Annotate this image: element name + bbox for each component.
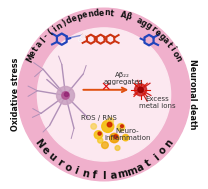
Text: u: u [46,151,58,163]
Text: Excess
metal ions: Excess metal ions [139,95,176,108]
Text: t: t [144,157,153,168]
Text: -: - [42,32,51,41]
Text: i: i [167,46,176,53]
Text: g: g [156,31,166,42]
Circle shape [57,86,74,105]
Text: e: e [81,10,88,20]
Circle shape [98,138,103,143]
Text: n: n [104,8,110,18]
Text: n: n [163,138,175,149]
Text: i: i [73,166,80,177]
Text: o: o [170,49,180,58]
Text: β: β [125,12,132,22]
Circle shape [102,142,108,149]
Text: n: n [87,9,94,19]
Circle shape [110,133,119,143]
Text: e: e [152,28,162,38]
Circle shape [108,118,114,124]
Text: M: M [25,53,36,64]
Circle shape [18,8,190,181]
Circle shape [79,38,82,41]
Text: m: m [125,165,138,178]
Text: g: g [144,21,153,31]
Text: A: A [119,10,127,20]
Circle shape [82,35,84,38]
Circle shape [115,146,120,150]
Text: Aβ₂₂
aggregates: Aβ₂₂ aggregates [103,72,142,85]
Text: r: r [149,24,157,34]
Text: a: a [34,40,45,50]
Circle shape [37,28,171,161]
Text: d: d [65,15,74,26]
Text: i: i [51,25,59,34]
Text: a: a [160,36,170,45]
Text: e: e [39,145,51,157]
Text: e: e [28,49,38,58]
Text: (: ( [47,28,55,37]
Text: o: o [157,145,169,157]
Text: Neuronal death: Neuronal death [188,59,197,130]
Text: l: l [39,36,47,44]
Text: e: e [70,13,78,24]
Text: t: t [164,40,173,49]
Text: d: d [93,9,99,18]
Text: a: a [109,170,117,181]
Text: n: n [81,168,90,180]
Text: Oxidative stress: Oxidative stress [11,58,20,131]
Circle shape [91,124,97,129]
Circle shape [117,124,125,131]
Circle shape [138,87,143,92]
Text: t: t [110,9,115,18]
Text: a: a [135,15,143,26]
Text: i: i [152,152,161,162]
Circle shape [122,134,129,141]
Circle shape [107,122,112,127]
Circle shape [135,84,147,96]
Text: g: g [139,18,148,29]
Text: a: a [135,162,146,174]
Text: ✕: ✕ [101,81,111,94]
Text: ): ) [61,18,68,28]
Circle shape [102,120,114,132]
Text: Neuro-
inflammation: Neuro- inflammation [104,128,151,141]
Circle shape [64,92,69,97]
Text: ROS / RNS: ROS / RNS [82,115,117,121]
Text: o: o [62,162,73,174]
Text: f: f [92,170,97,181]
Text: t: t [31,45,41,53]
Text: p: p [76,12,83,22]
Circle shape [121,125,123,128]
Circle shape [81,35,85,39]
Circle shape [79,38,82,41]
Text: N: N [32,137,45,150]
Circle shape [62,92,69,99]
Circle shape [114,135,118,138]
Text: e: e [98,8,104,18]
Circle shape [94,131,103,139]
Text: n: n [172,54,183,63]
Text: n: n [55,21,64,31]
Text: r: r [54,157,64,168]
Text: m: m [116,168,129,180]
Circle shape [98,132,101,135]
Text: l: l [102,171,106,181]
